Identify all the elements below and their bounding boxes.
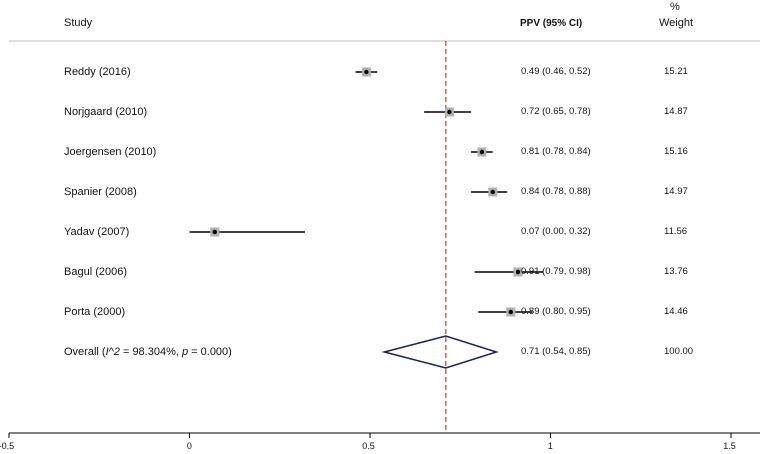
study-weight: 14.87 bbox=[664, 106, 688, 117]
x-tick-label: 0 bbox=[186, 441, 192, 451]
overall-stat-symbol: p bbox=[181, 346, 189, 358]
study-point bbox=[515, 269, 521, 275]
overall-stat-text: = 0.000) bbox=[188, 346, 232, 358]
study-point bbox=[447, 109, 452, 115]
study-name: Yadav (2007) bbox=[64, 226, 130, 238]
study-weight: 11.56 bbox=[664, 226, 688, 237]
study-ci-text: 0.84 (0.78, 0.88) bbox=[521, 186, 591, 197]
overall-ci-text: 0.71 (0.54, 0.85) bbox=[521, 346, 591, 357]
ppv-column-header: PPV (95% CI) bbox=[520, 18, 583, 29]
study-weight: 15.21 bbox=[664, 66, 688, 77]
weight-column-header: Weight bbox=[659, 17, 694, 29]
study-name: Porta (2000) bbox=[64, 306, 126, 318]
overall-stat-text: = 98.304%, bbox=[119, 346, 182, 358]
study-weight: 13.76 bbox=[664, 266, 688, 277]
study-ci-text: 0.89 (0.80, 0.95) bbox=[521, 306, 591, 317]
study-name: Bagul (2006) bbox=[64, 266, 127, 278]
overall-stat-text: Overall ( bbox=[64, 346, 106, 358]
study-point bbox=[479, 149, 485, 155]
study-ci-text: 0.72 (0.65, 0.78) bbox=[521, 106, 591, 117]
overall-weight: 100.00 bbox=[664, 346, 694, 357]
x-tick-label: 1 bbox=[547, 441, 553, 451]
study-point bbox=[212, 229, 217, 235]
x-tick-label: 1.5 bbox=[723, 441, 736, 451]
study-column-header: Study bbox=[64, 17, 93, 29]
study-point bbox=[508, 309, 513, 315]
overall-label: Overall (I^2 = 98.304%, p = 0.000) bbox=[64, 346, 232, 358]
study-ci-text: 0.49 (0.46, 0.52) bbox=[521, 66, 591, 77]
overall-stat-symbol: I^2 bbox=[105, 346, 120, 358]
study-ci-text: 0.91 (0.79, 0.98) bbox=[521, 266, 591, 277]
study-ci-text: 0.81 (0.78, 0.84) bbox=[521, 146, 591, 157]
study-weight: 14.97 bbox=[664, 186, 688, 197]
x-tick-label: 0.5 bbox=[362, 441, 375, 451]
study-name: Spanier (2008) bbox=[64, 186, 137, 198]
study-name: Reddy (2016) bbox=[64, 66, 131, 78]
study-point bbox=[490, 189, 495, 195]
study-weight: 14.46 bbox=[664, 306, 688, 317]
study-point bbox=[364, 69, 369, 75]
x-tick-label: -0.5 bbox=[0, 441, 15, 451]
study-name: Joergensen (2010) bbox=[64, 146, 157, 158]
study-name: Norjgaard (2010) bbox=[64, 106, 148, 118]
weight-percent-header: % bbox=[670, 1, 680, 13]
study-ci-text: 0.07 (0.00, 0.32) bbox=[521, 226, 591, 237]
study-weight: 15.16 bbox=[664, 146, 688, 157]
overall-diamond bbox=[381, 335, 499, 369]
